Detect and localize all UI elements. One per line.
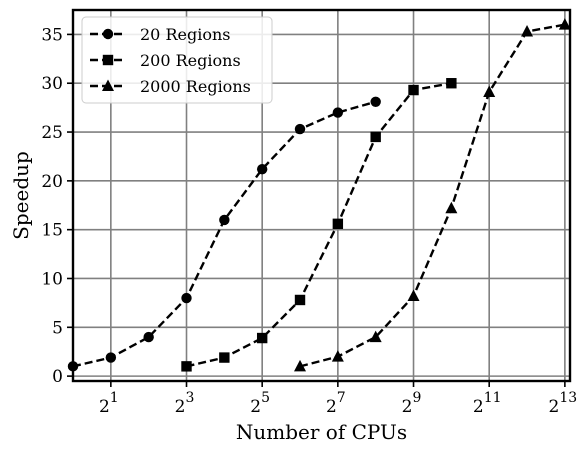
data-point-square	[446, 78, 457, 89]
data-point-square	[294, 294, 306, 306]
data-point-circle	[256, 163, 268, 175]
data-point-circle	[143, 331, 154, 343]
data-point-square	[256, 332, 268, 344]
plot-frame	[71, 8, 572, 383]
y-tick-label: 20	[41, 172, 63, 192]
x-tick-label: 21	[99, 390, 119, 417]
data-point-square	[370, 131, 381, 143]
data-point-triangle	[521, 24, 534, 37]
y-tick-label: 5	[52, 318, 63, 338]
data-point-circle	[181, 292, 192, 304]
data-point-square	[181, 361, 192, 372]
series-1	[67, 96, 381, 372]
data-point-square	[408, 84, 419, 96]
y-tick-label: 15	[41, 221, 63, 241]
y-tick-label: 0	[52, 367, 63, 387]
x-tick-label: 25	[250, 390, 270, 417]
x-tick-label: 23	[175, 390, 195, 417]
x-tick-label: 213	[549, 390, 578, 417]
grid	[73, 10, 570, 381]
data-point-triangle	[407, 289, 420, 302]
legend-box	[81, 16, 273, 104]
series-layer	[67, 18, 571, 372]
data-point-triangle	[483, 85, 496, 98]
data-point-circle	[294, 123, 306, 135]
legend-label: 2000 Regions	[140, 77, 251, 96]
series-3	[294, 18, 571, 372]
data-point-circle	[370, 96, 381, 107]
legend: 20 Regions 200 Regions 2000 Regions	[81, 16, 273, 104]
data-point-circle	[105, 352, 117, 363]
series-2	[181, 78, 457, 372]
x-tick-label: 29	[402, 390, 422, 417]
data-point-square	[332, 218, 344, 230]
data-point-triangle	[102, 79, 114, 91]
legend-item: 2000 Regions	[90, 77, 251, 96]
x-axis-label: Number of CPUs	[236, 420, 407, 444]
data-point-triangle	[331, 350, 344, 362]
data-point-triangle	[369, 330, 382, 343]
series-line	[186, 82, 452, 368]
data-point-triangle	[445, 201, 458, 214]
data-point-square	[219, 352, 230, 363]
y-tick-label: 30	[41, 74, 63, 94]
y-axis-label: Speedup	[9, 151, 33, 240]
legend-label: 20 Regions	[140, 25, 230, 44]
data-point-circle	[102, 28, 114, 40]
legend-label: 200 Regions	[140, 51, 241, 70]
y-tick-label: 25	[41, 123, 63, 143]
data-point-square	[102, 54, 114, 66]
series-line	[299, 23, 566, 368]
tick-layer: 21 23 25 27 29 211 213 0 5 10 15 20 25 30 35	[41, 25, 577, 417]
x-tick-label: 211	[473, 390, 502, 417]
x-tick-label: 27	[326, 390, 346, 417]
data-point-triangle	[558, 18, 571, 30]
y-tick-label: 35	[41, 25, 63, 45]
y-tick-label: 10	[41, 269, 63, 289]
legend-item: 20 Regions	[90, 25, 230, 44]
data-point-triangle	[294, 359, 307, 372]
data-point-circle	[332, 107, 344, 118]
legend-item: 200 Regions	[90, 51, 241, 70]
data-point-circle	[219, 214, 230, 226]
